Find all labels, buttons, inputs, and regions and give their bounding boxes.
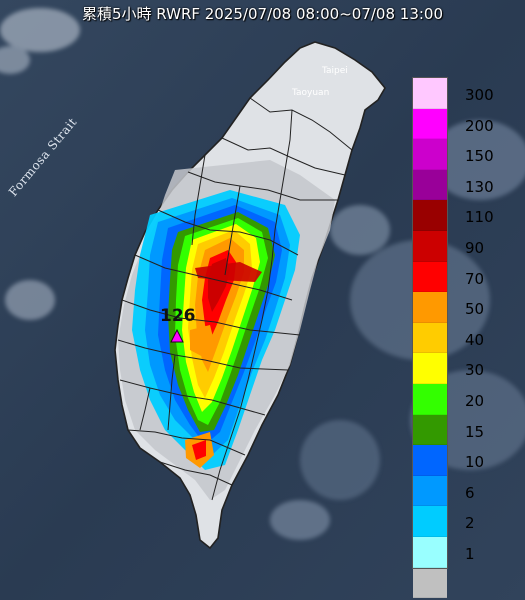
legend-row: 40	[413, 322, 513, 354]
legend-row: 20	[413, 383, 513, 415]
legend-swatch	[413, 414, 447, 446]
legend-swatch	[413, 230, 447, 262]
legend-swatch	[413, 353, 447, 384]
city-label-taipei: Taipei	[322, 66, 348, 76]
legend-swatch	[413, 139, 447, 170]
legend-label: 2	[465, 514, 475, 533]
legend-swatch	[413, 536, 447, 568]
legend-label: 1	[465, 544, 475, 563]
legend-swatch	[413, 506, 447, 537]
legend-label: 150	[465, 147, 494, 166]
peak-marker-icon	[170, 328, 184, 343]
legend-swatch	[413, 292, 447, 323]
legend-swatch	[413, 108, 447, 140]
legend-swatch	[413, 567, 447, 599]
rainfall-legend: 300 200 150 130 110 90 70 50 40 30 20 15…	[413, 78, 513, 599]
rain-layers	[132, 190, 300, 470]
map-title: 累積5小時 RWRF 2025/07/08 08:00~07/08 13:00	[81, 5, 444, 23]
legend-label: 50	[465, 300, 485, 319]
legend-row: 2	[413, 506, 513, 537]
legend-label: 90	[465, 238, 485, 257]
legend-label: 200	[465, 116, 494, 135]
legend-label: 110	[465, 208, 494, 227]
legend-label: 70	[465, 269, 485, 288]
legend-label: 40	[465, 330, 485, 349]
legend-label: 130	[465, 177, 494, 196]
legend-row: 130	[413, 169, 513, 201]
legend-swatch	[413, 169, 447, 201]
legend-swatch	[413, 78, 447, 109]
legend-row: 90	[413, 230, 513, 262]
legend-swatch	[413, 383, 447, 415]
legend-row: 6	[413, 475, 513, 507]
peak-value-label: 126	[160, 306, 196, 326]
city-label-taoyuan: Taoyuan	[292, 88, 330, 98]
legend-row: 30	[413, 353, 513, 384]
county-borders	[117, 97, 353, 501]
legend-swatch	[413, 322, 447, 354]
legend-row: 10	[413, 445, 513, 476]
legend-swatch	[413, 445, 447, 476]
legend-row: 70	[413, 261, 513, 293]
legend-row: 300	[413, 78, 513, 109]
legend-swatch	[413, 200, 447, 231]
legend-row: 15	[413, 414, 513, 446]
legend-label: 6	[465, 483, 475, 502]
legend-label: 20	[465, 391, 485, 410]
legend-label: 300	[465, 86, 494, 104]
legend-swatch	[413, 475, 447, 507]
legend-row	[413, 567, 513, 599]
legend-label: 10	[465, 453, 485, 472]
legend-row: 150	[413, 139, 513, 170]
legend-label: 15	[465, 422, 485, 441]
legend-row: 50	[413, 292, 513, 323]
legend-row: 200	[413, 108, 513, 140]
legend-row: 110	[413, 200, 513, 231]
legend-swatch	[413, 261, 447, 293]
legend-label: 30	[465, 361, 485, 380]
legend-row: 1	[413, 536, 513, 568]
